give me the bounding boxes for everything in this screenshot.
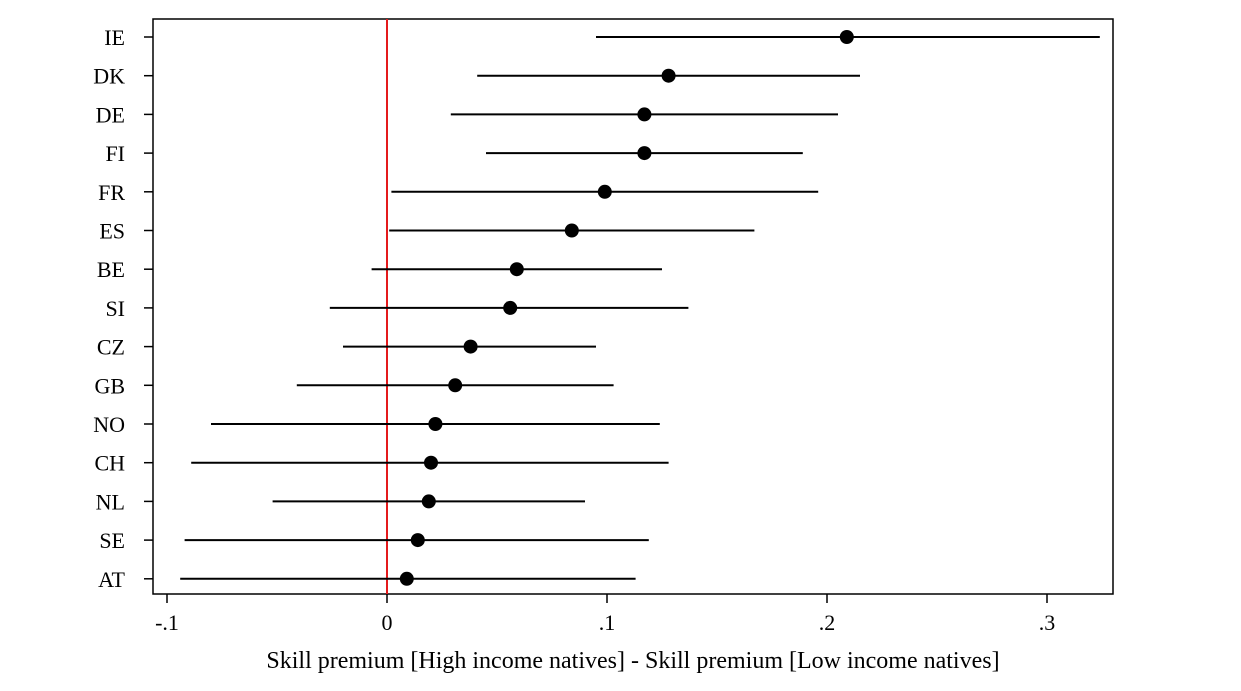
point-estimate: [564, 223, 579, 238]
point-estimate: [428, 417, 443, 431]
y-axis: IE DK DE FI FR ES BE SI CZ GB NO CH NL SE AT: [93, 25, 153, 592]
y-tick-label: ES: [99, 219, 125, 244]
y-tick-label: NO: [93, 412, 125, 437]
y-tick-label: NL: [96, 489, 125, 514]
y-tick-label: DE: [96, 102, 125, 127]
x-tick-label: 0: [382, 610, 393, 635]
y-tick-label: GB: [94, 373, 125, 398]
y-tick-label: DK: [93, 64, 125, 89]
x-axis-title: Skill premium [High income natives] - Sk…: [266, 648, 999, 674]
point-estimate: [661, 68, 676, 83]
y-tick-label: SI: [105, 296, 125, 321]
point-estimates: [399, 30, 854, 586]
point-estimate: [448, 378, 463, 393]
point-estimate: [637, 146, 652, 161]
point-estimate: [410, 533, 425, 548]
x-tick-label: -.1: [155, 610, 179, 635]
x-tick-label: .2: [819, 610, 836, 635]
y-tick-label: AT: [98, 567, 125, 592]
point-estimate: [421, 494, 436, 509]
x-tick-label: .1: [599, 610, 616, 635]
point-estimate: [399, 571, 414, 586]
y-tick-label: FR: [98, 180, 125, 205]
point-estimate: [637, 107, 652, 122]
plot-frame: [152, 18, 1114, 595]
point-estimate: [503, 300, 518, 315]
y-tick-label: CH: [94, 451, 125, 476]
x-axis: -.1 0 .1 .2 .3: [155, 594, 1055, 635]
point-estimate: [597, 184, 612, 199]
point-estimate: [839, 30, 854, 44]
y-tick-label: SE: [99, 528, 125, 553]
point-estimate: [463, 339, 478, 354]
y-tick-label: BE: [97, 257, 125, 282]
y-tick-label: CZ: [97, 335, 125, 360]
point-estimate: [509, 262, 524, 277]
y-tick-label: FI: [105, 141, 125, 166]
y-tick-label: IE: [104, 25, 125, 50]
x-tick-label: .3: [1039, 610, 1056, 635]
point-estimate: [424, 455, 438, 470]
